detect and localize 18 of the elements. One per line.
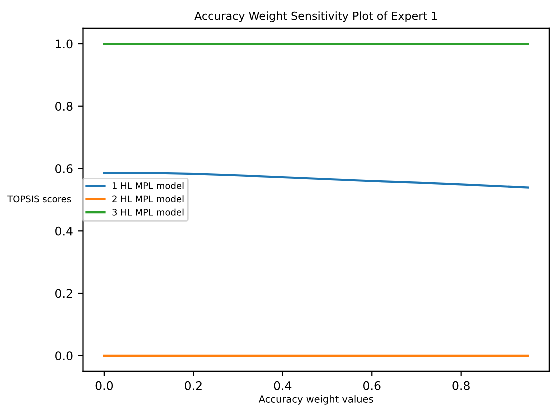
x-tick-label: 0.4 <box>274 381 292 390</box>
line-series <box>103 172 530 189</box>
x-tick-label: 0.2 <box>185 381 202 390</box>
x-axis-title: Accuracy weight values <box>258 395 374 405</box>
x-tick-label: 0.8 <box>452 381 470 390</box>
legend-label: 2 HL MPL model <box>112 196 184 203</box>
legend-label: 1 HL MPL model <box>112 182 184 190</box>
y-tick-label: 0.8 <box>56 102 73 112</box>
y-tick-label: 0.4 <box>56 226 73 236</box>
y-tick-label: 0.2 <box>56 289 72 298</box>
y-tick-label: 0.6 <box>56 164 73 174</box>
x-tick-label: 0.0 <box>96 381 114 390</box>
y-tick-label: 0.0 <box>56 352 73 361</box>
x-tick-label: 0.6 <box>364 381 381 390</box>
y-axis-title: TOPSIS scores <box>8 196 72 203</box>
legend-label: 3 HL MPL model <box>112 208 184 216</box>
chart-title: Accuracy Weight Sensitivity Plot of Expert 1 <box>194 12 438 22</box>
y-tick-label: 1.0 <box>56 40 73 49</box>
